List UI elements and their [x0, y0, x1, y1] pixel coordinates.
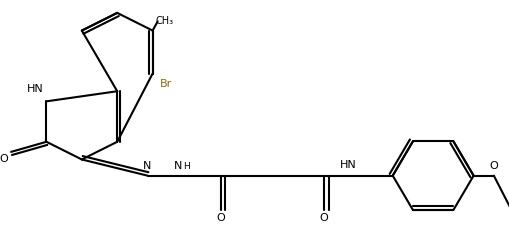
Text: N: N: [174, 161, 182, 171]
Text: HN: HN: [27, 84, 44, 94]
Text: O: O: [490, 161, 498, 171]
Text: O: O: [320, 213, 328, 222]
Text: O: O: [216, 213, 225, 222]
Text: H: H: [183, 162, 190, 171]
Text: N: N: [144, 161, 152, 171]
Text: HN: HN: [340, 160, 356, 170]
Text: CH₃: CH₃: [155, 15, 173, 25]
Text: Br: Br: [160, 79, 173, 89]
Text: O: O: [0, 155, 9, 164]
